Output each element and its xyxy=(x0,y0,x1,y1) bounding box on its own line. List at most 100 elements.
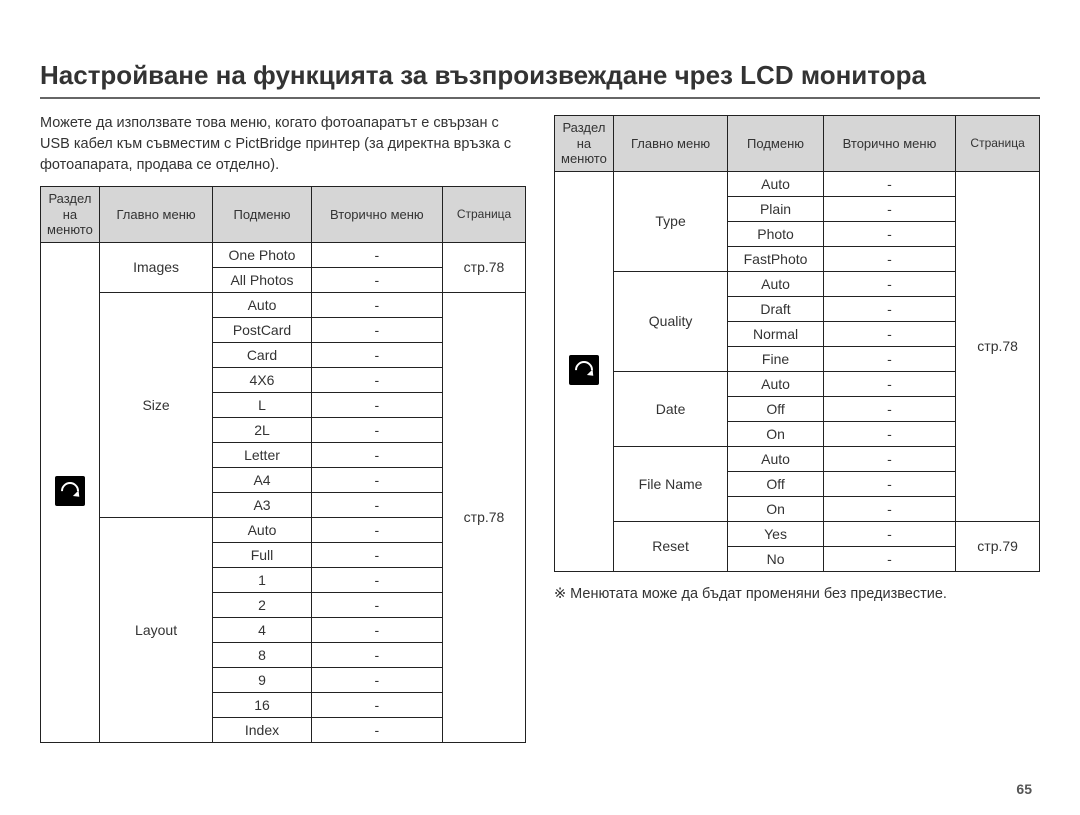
secondary-cell: - xyxy=(823,421,956,446)
submenu-cell: One Photo xyxy=(213,242,311,267)
submenu-cell: 16 xyxy=(213,692,311,717)
page-cell: стр.79 xyxy=(956,521,1040,571)
submenu-cell: Auto xyxy=(728,446,823,471)
secondary-cell: - xyxy=(311,567,442,592)
secondary-cell: - xyxy=(823,521,956,546)
menu-section-icon-cell xyxy=(41,242,100,742)
submenu-cell: FastPhoto xyxy=(728,246,823,271)
secondary-cell: - xyxy=(823,371,956,396)
secondary-cell: - xyxy=(823,471,956,496)
submenu-cell: 4X6 xyxy=(213,367,311,392)
submenu-cell: Auto xyxy=(728,271,823,296)
main-menu-cell: Date xyxy=(613,371,727,446)
submenu-cell: 4 xyxy=(213,617,311,642)
secondary-cell: - xyxy=(311,592,442,617)
submenu-cell: 1 xyxy=(213,567,311,592)
secondary-cell: - xyxy=(311,242,442,267)
col-section: Раздел на менюто xyxy=(41,187,100,243)
secondary-cell: - xyxy=(311,617,442,642)
table-row: Reset Yes - стр.79 xyxy=(555,521,1040,546)
submenu-cell: Full xyxy=(213,542,311,567)
submenu-cell: On xyxy=(728,496,823,521)
main-menu-cell: Size xyxy=(99,292,212,517)
submenu-cell: Auto xyxy=(728,171,823,196)
secondary-cell: - xyxy=(311,367,442,392)
submenu-cell: Auto xyxy=(213,292,311,317)
col-submenu: Подменю xyxy=(728,116,823,172)
submenu-cell: 2L xyxy=(213,417,311,442)
col-main: Главно меню xyxy=(613,116,727,172)
page-cell: стр.78 xyxy=(956,171,1040,521)
submenu-cell: Draft xyxy=(728,296,823,321)
col-submenu: Подменю xyxy=(213,187,311,243)
secondary-cell: - xyxy=(823,221,956,246)
submenu-cell: Plain xyxy=(728,196,823,221)
secondary-cell: - xyxy=(311,442,442,467)
col-page: Страница xyxy=(956,116,1040,172)
note-text: ※ Менютата може да бъдат променяни без п… xyxy=(554,584,1040,605)
col-secondary: Вторично меню xyxy=(311,187,442,243)
secondary-cell: - xyxy=(823,396,956,421)
col-main: Главно меню xyxy=(99,187,212,243)
secondary-cell: - xyxy=(311,542,442,567)
table-row: Type Auto - стр.78 xyxy=(555,171,1040,196)
secondary-cell: - xyxy=(311,317,442,342)
secondary-cell: - xyxy=(823,321,956,346)
submenu-cell: PostCard xyxy=(213,317,311,342)
submenu-cell: Yes xyxy=(728,521,823,546)
right-menu-table: Раздел на менюто Главно меню Подменю Вто… xyxy=(554,115,1040,572)
secondary-cell: - xyxy=(823,446,956,471)
secondary-cell: - xyxy=(311,467,442,492)
submenu-cell: Card xyxy=(213,342,311,367)
main-menu-cell: File Name xyxy=(613,446,727,521)
page-cell: стр.78 xyxy=(443,242,526,292)
submenu-cell: Off xyxy=(728,396,823,421)
secondary-cell: - xyxy=(311,342,442,367)
submenu-cell: All Photos xyxy=(213,267,311,292)
table-row: Images One Photo - стр.78 xyxy=(41,242,526,267)
col-section: Раздел на менюто xyxy=(555,116,614,172)
table-row: Size Auto - стр.78 xyxy=(41,292,526,317)
main-menu-cell: Quality xyxy=(613,271,727,371)
main-menu-cell: Reset xyxy=(613,521,727,571)
secondary-cell: - xyxy=(823,496,956,521)
secondary-cell: - xyxy=(311,717,442,742)
submenu-cell: 2 xyxy=(213,592,311,617)
submenu-cell: L xyxy=(213,392,311,417)
secondary-cell: - xyxy=(823,296,956,321)
secondary-cell: - xyxy=(311,392,442,417)
right-column: Раздел на менюто Главно меню Подменю Вто… xyxy=(554,113,1040,743)
secondary-cell: - xyxy=(311,692,442,717)
submenu-cell: Auto xyxy=(728,371,823,396)
submenu-cell: Letter xyxy=(213,442,311,467)
secondary-cell: - xyxy=(311,642,442,667)
secondary-cell: - xyxy=(823,171,956,196)
page-cell: стр.78 xyxy=(443,292,526,742)
intro-text: Можете да използвате това меню, когато ф… xyxy=(40,113,526,176)
content-columns: Можете да използвате това меню, когато ф… xyxy=(40,113,1040,743)
secondary-cell: - xyxy=(311,292,442,317)
submenu-cell: 9 xyxy=(213,667,311,692)
submenu-cell: Photo xyxy=(728,221,823,246)
submenu-cell: Auto xyxy=(213,517,311,542)
pictbridge-icon xyxy=(569,355,599,385)
page-number: 65 xyxy=(1016,781,1032,797)
menu-section-icon-cell xyxy=(555,171,614,571)
secondary-cell: - xyxy=(311,667,442,692)
submenu-cell: Fine xyxy=(728,346,823,371)
secondary-cell: - xyxy=(823,546,956,571)
secondary-cell: - xyxy=(823,271,956,296)
main-menu-cell: Type xyxy=(613,171,727,271)
secondary-cell: - xyxy=(311,517,442,542)
secondary-cell: - xyxy=(823,246,956,271)
main-menu-cell: Layout xyxy=(99,517,212,742)
pictbridge-icon xyxy=(55,476,85,506)
submenu-cell: A4 xyxy=(213,467,311,492)
page-title: Настройване на функцията за възпроизвежд… xyxy=(40,60,1040,99)
submenu-cell: 8 xyxy=(213,642,311,667)
secondary-cell: - xyxy=(823,196,956,221)
col-page: Страница xyxy=(443,187,526,243)
table-header-row: Раздел на менюто Главно меню Подменю Вто… xyxy=(41,187,526,243)
submenu-cell: On xyxy=(728,421,823,446)
secondary-cell: - xyxy=(311,267,442,292)
